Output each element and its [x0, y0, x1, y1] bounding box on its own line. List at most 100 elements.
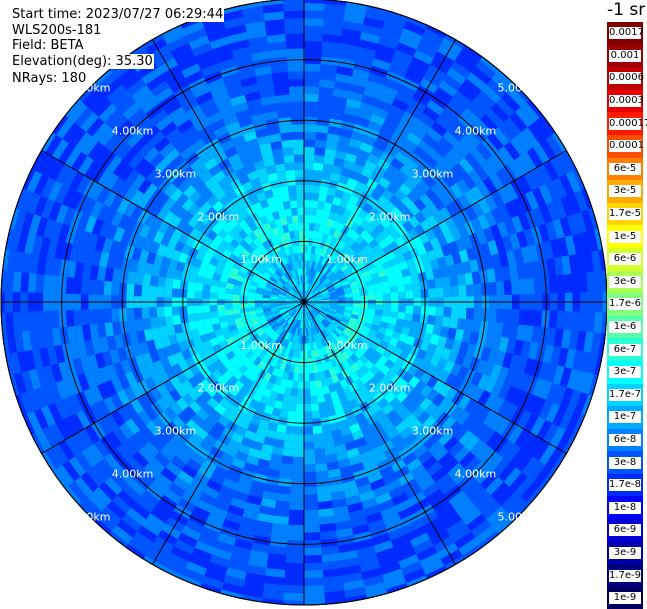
radar-gate [381, 421, 396, 434]
radar-gate [304, 63, 322, 72]
radar-gate [320, 257, 328, 266]
radar-gate [450, 285, 460, 298]
radar-gate [208, 163, 223, 177]
radar-gate [259, 498, 277, 509]
radar-gate [115, 118, 134, 138]
radar-gate [297, 207, 305, 216]
radar-gate [438, 80, 459, 98]
radar-gate [168, 510, 189, 526]
radar-gate [408, 171, 423, 186]
radar-gate [133, 429, 150, 447]
radar-gate [348, 398, 360, 410]
radar-gate [269, 203, 279, 214]
radar-gate [159, 466, 178, 483]
radar-gate [262, 297, 271, 301]
radar-gate [153, 253, 164, 267]
radar-gate [380, 85, 399, 99]
radar-gate [106, 83, 128, 104]
radar-gate [320, 309, 329, 314]
radar-gate [320, 64, 339, 74]
radar-gate [156, 382, 170, 398]
radar-gate [287, 517, 304, 526]
radar-gate [511, 388, 526, 408]
radar-gate [275, 94, 291, 104]
radar-gate [440, 347, 452, 361]
radar-gate [247, 303, 256, 308]
radar-gate [363, 432, 377, 444]
radar-gate [559, 367, 573, 389]
radar-gate [385, 427, 400, 441]
radar-gate [320, 290, 329, 295]
radar-gate [299, 291, 303, 299]
radar-gate [282, 274, 289, 282]
radar-gate [212, 272, 222, 281]
radar-gate [143, 405, 158, 421]
radar-gate [68, 101, 89, 123]
radar-gate [491, 458, 510, 478]
radar-gate [293, 222, 300, 231]
radar-gate [192, 335, 203, 346]
radar-gate [304, 124, 318, 133]
radar-gate [279, 409, 289, 419]
radar-gate [404, 312, 414, 322]
radar-gate [357, 109, 374, 121]
radar-gate [248, 353, 258, 363]
radar-gate [231, 248, 242, 258]
radar-gate [342, 234, 351, 245]
radar-gate [312, 169, 323, 179]
radar-gate [515, 131, 534, 153]
radar-gate [223, 233, 234, 244]
radar-gate [263, 483, 279, 494]
radar-gate [291, 277, 297, 286]
radar-gate [145, 512, 166, 530]
radar-gate [530, 167, 546, 189]
radar-gate [519, 481, 540, 503]
radar-gate [352, 307, 361, 313]
radar-gate [162, 379, 176, 393]
radar-gate [431, 366, 444, 381]
radar-gate [447, 349, 459, 364]
radar-gate [139, 424, 155, 442]
radar-gate [490, 190, 506, 209]
radar-gate [323, 598, 347, 605]
radar-gate [583, 331, 594, 354]
radar-gate [277, 297, 286, 300]
radar-gate [207, 427, 222, 440]
radar-gate [258, 317, 267, 324]
radar-gate [295, 304, 302, 311]
radar-gate [426, 249, 438, 262]
radar-gate [409, 464, 427, 479]
radar-gate [289, 289, 296, 296]
radar-gate [537, 361, 551, 382]
radar-gate [348, 83, 367, 95]
radar-gate [101, 78, 123, 98]
radar-gate [438, 157, 454, 174]
radar-gate [425, 323, 435, 335]
radar-gate [277, 345, 284, 354]
radar-gate [317, 200, 326, 210]
radar-gate [169, 187, 184, 202]
radar-gate [87, 353, 99, 371]
radar-gate [217, 304, 225, 312]
radar-gate [160, 522, 182, 540]
radar-gate [344, 105, 361, 117]
radar-gate [559, 174, 575, 197]
radar-gate [593, 353, 603, 377]
radar-gate [337, 542, 357, 554]
radar-gate [263, 189, 275, 199]
radar-gate [457, 194, 472, 210]
radar-gate [384, 266, 394, 276]
radar-gate [444, 373, 458, 388]
radar-gate [344, 326, 354, 334]
radar-gate [282, 285, 290, 292]
radar-gate [285, 300, 293, 302]
radar-gate [202, 104, 221, 119]
radar-gate [254, 270, 264, 278]
radar-gate [293, 303, 301, 307]
radar-gate [510, 502, 530, 521]
radar-gate [367, 120, 384, 133]
radar-gate [238, 341, 248, 351]
radar-gate [160, 565, 183, 579]
radar-gate [418, 397, 433, 412]
radar-gate [511, 215, 524, 234]
